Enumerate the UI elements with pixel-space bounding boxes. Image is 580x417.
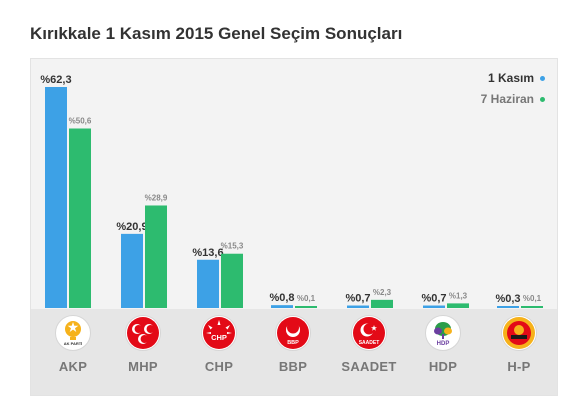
party-name-bbp: BBP: [278, 359, 308, 374]
data-label-hdp-current: %0,7: [421, 293, 446, 305]
data-label-hp-previous: %0,1: [523, 294, 542, 303]
data-label-mhp-previous: %28,9: [145, 193, 168, 202]
party-name-hdp: HDP: [428, 359, 458, 374]
chart-legend: 1 Kasım 7 Haziran: [481, 71, 545, 113]
bar-hdp-previous[interactable]: [447, 303, 469, 308]
data-label-saadet-previous: %2,3: [373, 288, 392, 297]
data-label-akp-previous: %50,6: [69, 117, 92, 126]
bar-mhp-previous[interactable]: [145, 205, 167, 308]
data-label-hp-current: %0,3: [495, 293, 520, 305]
data-label-hdp-previous: %1,3: [449, 291, 468, 300]
data-label-saadet-current: %0,7: [345, 293, 370, 305]
bbp-logo-text: BBP: [287, 340, 299, 346]
data-label-akp-current: %62,3: [40, 74, 71, 86]
party-hdp[interactable]: HDP HDP: [407, 309, 479, 374]
bar-chp-current[interactable]: [197, 259, 219, 308]
party-name-hp: H-P: [507, 359, 531, 374]
party-strip: AK PARTİ AKP MHP: [31, 309, 557, 395]
party-akp[interactable]: AK PARTİ AKP: [37, 309, 109, 374]
chp-arrows-logo-icon: CHP: [201, 315, 237, 351]
legend-swatch-previous: [540, 97, 545, 103]
akp-bulb-logo-icon: AK PARTİ: [55, 315, 91, 351]
bbp-crescent-logo-icon: BBP: [275, 315, 311, 351]
akp-logo-text: AK PARTİ: [64, 341, 83, 346]
saadet-logo-text: SAADET: [359, 340, 380, 346]
bar-akp-current[interactable]: [45, 87, 67, 308]
bar-saadet-current[interactable]: [347, 305, 369, 308]
party-chp[interactable]: CHP CHP: [183, 309, 255, 374]
bar-mhp-current[interactable]: [121, 233, 143, 308]
bar-akp-previous[interactable]: [69, 128, 91, 308]
hdp-tree-logo-icon: HDP: [425, 315, 461, 351]
party-saadet[interactable]: SAADET SAADET: [333, 309, 405, 374]
legend-swatch-current: [540, 76, 545, 82]
data-label-chp-current: %13,6: [192, 247, 223, 259]
bar-chp-previous[interactable]: [221, 253, 243, 308]
bar-bbp-current[interactable]: [271, 305, 293, 308]
legend-item-current[interactable]: 1 Kasım: [481, 71, 545, 85]
chart-title: Kırıkkale 1 Kasım 2015 Genel Seçim Sonuç…: [30, 24, 403, 43]
party-name-chp: CHP: [204, 359, 234, 374]
data-label-chp-previous: %15,3: [221, 242, 244, 251]
party-name-mhp: MHP: [128, 359, 158, 374]
party-hp[interactable]: H-P: [483, 309, 555, 374]
legend-label-current: 1 Kasım: [487, 71, 534, 85]
party-mhp[interactable]: MHP: [107, 309, 179, 374]
mhp-crescents-logo-icon: [125, 315, 161, 351]
party-bbp[interactable]: BBP BBP: [257, 309, 329, 374]
saadet-crescent-star-logo-icon: SAADET: [351, 315, 387, 351]
chp-logo-text: CHP: [211, 333, 227, 342]
legend-item-previous[interactable]: 7 Haziran: [481, 92, 545, 106]
data-label-bbp-previous: %0,1: [297, 294, 316, 303]
party-name-akp: AKP: [58, 359, 88, 374]
hdp-logo-text: HDP: [437, 341, 450, 347]
bar-hdp-current[interactable]: [423, 305, 445, 308]
bar-hp-current[interactable]: [497, 306, 519, 308]
party-name-saadet: SAADET: [341, 359, 397, 374]
bar-hp-previous[interactable]: [521, 306, 543, 308]
chart-panel: %62,3 %50,6 %20,9 %28,9 %13,6 %15,3 %0,8 %0,1 %0…: [30, 58, 558, 396]
data-label-bbp-current: %0,8: [269, 292, 294, 304]
bar-bbp-previous[interactable]: [295, 306, 317, 308]
bar-chart: %62,3%50,6%20,9%28,9%13,6%15,3%0,8 %0,1 %0…: [40, 74, 543, 308]
data-label-mhp-current: %20,9: [116, 221, 147, 233]
legend-label-previous: 7 Haziran: [480, 92, 534, 106]
hp-sun-logo-icon: [501, 315, 537, 351]
bar-saadet-previous[interactable]: [371, 299, 393, 308]
